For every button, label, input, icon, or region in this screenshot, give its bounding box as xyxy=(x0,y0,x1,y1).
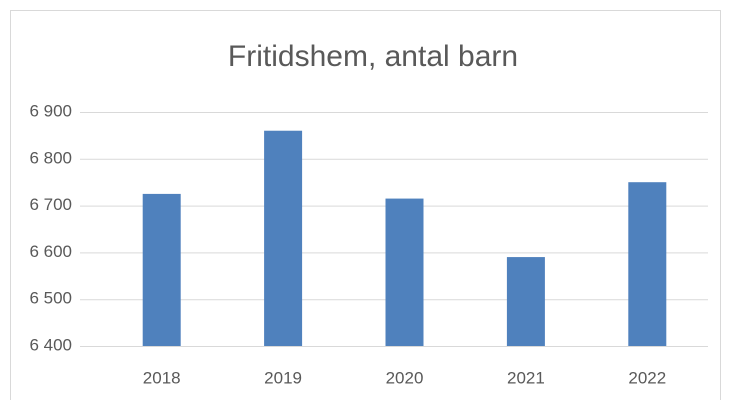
y-tick-label: 6 500 xyxy=(29,289,72,308)
x-tick-label: 2018 xyxy=(143,368,181,387)
y-tick-label: 6 600 xyxy=(29,242,72,261)
chart-title: Fritidshem, antal barn xyxy=(228,40,518,73)
x-tick-label: 2020 xyxy=(386,368,424,387)
y-tick-label: 6 900 xyxy=(29,101,72,120)
y-tick-label: 6 800 xyxy=(29,148,72,167)
x-tick-label: 2022 xyxy=(628,368,666,387)
bar xyxy=(385,198,424,346)
x-tick-label: 2019 xyxy=(264,368,302,387)
x-tick-label: 2021 xyxy=(507,368,545,387)
y-tick-label: 6 700 xyxy=(29,195,72,214)
bar xyxy=(506,257,545,346)
y-tick-label: 6 400 xyxy=(29,335,72,354)
bar xyxy=(264,130,303,346)
bar xyxy=(628,182,667,346)
chart-border xyxy=(10,10,721,400)
bar xyxy=(142,193,181,346)
